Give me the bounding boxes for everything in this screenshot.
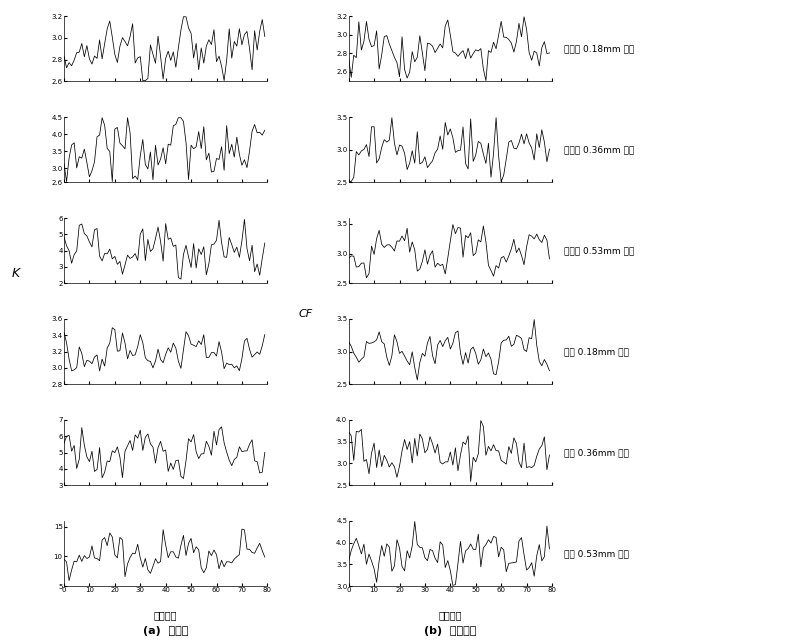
Text: 数据序列: 数据序列 — [154, 610, 178, 620]
Text: 滚动体 0.53mm 损伤: 滚动体 0.53mm 损伤 — [564, 246, 634, 255]
Text: 滚动体 0.36mm 损伤: 滚动体 0.36mm 损伤 — [564, 145, 634, 154]
Text: K: K — [12, 267, 20, 280]
Text: CF: CF — [298, 309, 313, 319]
Text: 数据序列: 数据序列 — [438, 610, 462, 620]
Text: 内圈 0.36mm 损伤: 内圈 0.36mm 损伤 — [564, 448, 629, 457]
Text: 内圈 0.18mm 损伤: 内圈 0.18mm 损伤 — [564, 347, 629, 356]
Text: (a)  峩度值: (a) 峩度值 — [143, 626, 188, 636]
Text: 滚动体 0.18mm 损伤: 滚动体 0.18mm 损伤 — [564, 44, 634, 53]
Text: (b)  峰値指标: (b) 峰値指标 — [424, 626, 477, 636]
Text: 内圈 0.53mm 损伤: 内圈 0.53mm 损伤 — [564, 549, 629, 558]
